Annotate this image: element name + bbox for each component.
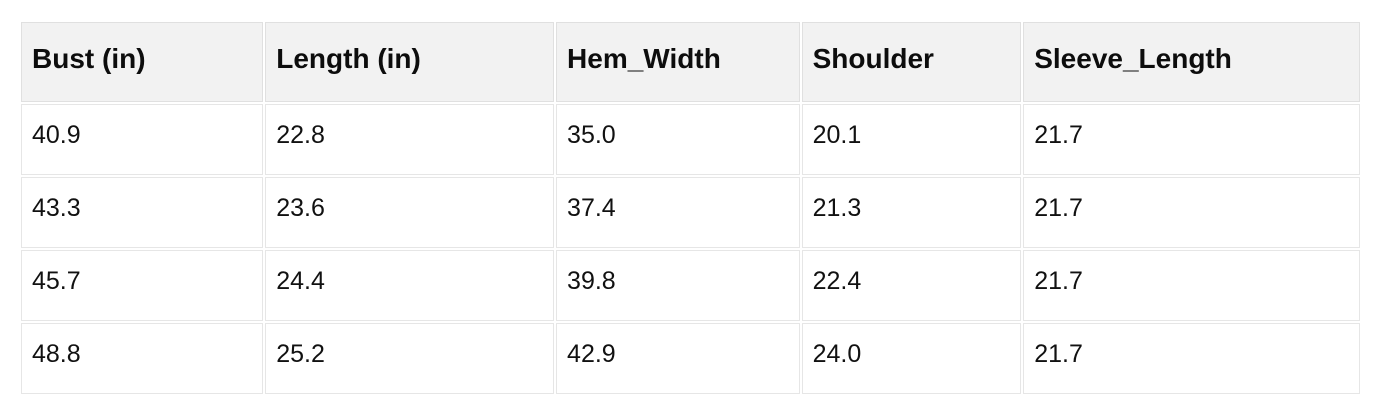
table-cell: 35.0	[556, 104, 800, 175]
column-header: Length (in)	[265, 22, 555, 102]
table-cell: 24.4	[265, 250, 555, 321]
table-cell: 21.7	[1023, 323, 1360, 394]
table-cell: 39.8	[556, 250, 800, 321]
table-cell: 22.4	[801, 250, 1022, 321]
table-cell: 21.7	[1023, 250, 1360, 321]
column-header: Sleeve_Length	[1023, 22, 1360, 102]
table-cell: 25.2	[265, 323, 555, 394]
table-cell: 23.6	[265, 177, 555, 248]
table-cell: 22.8	[265, 104, 555, 175]
table-row: 43.3 23.6 37.4 21.3 21.7	[21, 177, 1360, 248]
header-row: Bust (in) Length (in) Hem_Width Shoulder Sle…	[21, 22, 1360, 102]
table-cell: 24.0	[801, 323, 1022, 394]
table-cell: 43.3	[21, 177, 264, 248]
table-cell: 45.7	[21, 250, 264, 321]
table-head: Bust (in) Length (in) Hem_Width Shoulder Sle…	[21, 22, 1360, 102]
table-cell: 21.7	[1023, 104, 1360, 175]
column-header: Shoulder	[801, 22, 1022, 102]
table-row: 40.9 22.8 35.0 20.1 21.7	[21, 104, 1360, 175]
column-header: Hem_Width	[556, 22, 800, 102]
table-row: 45.7 24.4 39.8 22.4 21.7	[21, 250, 1360, 321]
table-row: 48.8 25.2 42.9 24.0 21.7	[21, 323, 1360, 394]
table-cell: 21.7	[1023, 177, 1360, 248]
table-cell: 40.9	[21, 104, 264, 175]
table-cell: 42.9	[556, 323, 800, 394]
size-measurements-table: Bust (in) Length (in) Hem_Width Shoulder Sle…	[19, 20, 1362, 396]
table-cell: 20.1	[801, 104, 1022, 175]
table-body: 40.9 22.8 35.0 20.1 21.7 43.3 23.6 37.4 21.3 21.7…	[21, 104, 1360, 394]
table-cell: 37.4	[556, 177, 800, 248]
table-cell: 21.3	[801, 177, 1022, 248]
table-cell: 48.8	[21, 323, 264, 394]
column-header: Bust (in)	[21, 22, 264, 102]
